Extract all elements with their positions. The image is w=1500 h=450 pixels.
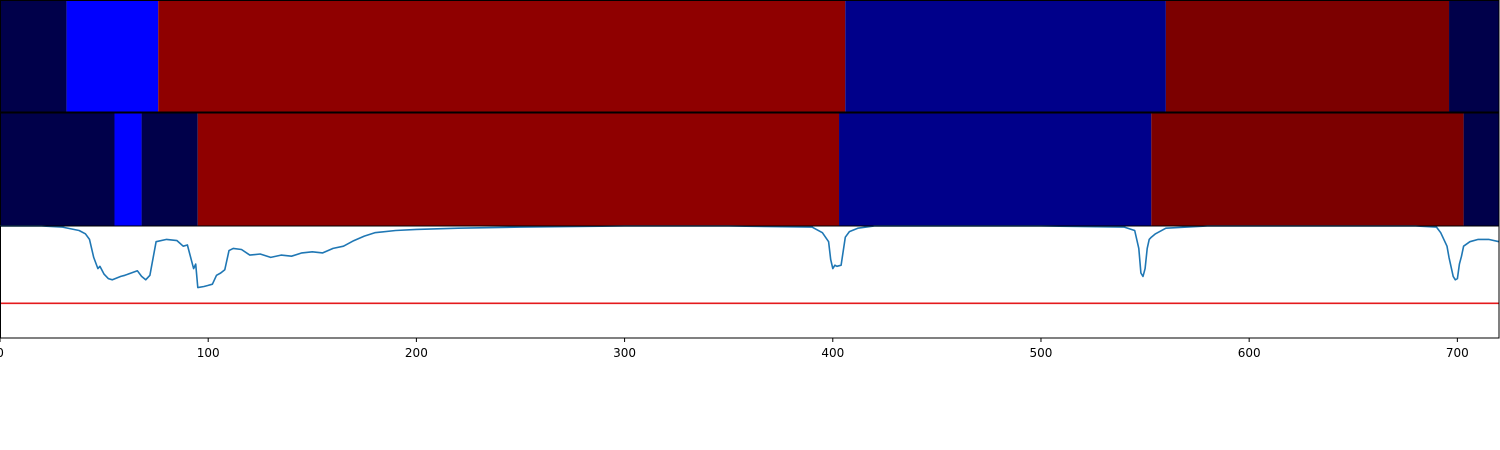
x-tick-label-0: 0	[0, 346, 4, 360]
x-tick-label-200: 200	[405, 346, 428, 360]
x-tick-label-300: 300	[613, 346, 636, 360]
segment-1-4	[845, 0, 1166, 112]
x-tick-label-500: 500	[1030, 346, 1053, 360]
panel-frame-3	[0, 225, 1500, 339]
x-tick-label-400: 400	[821, 346, 844, 360]
segment-1-5	[1165, 0, 1450, 112]
panel-frame-1	[0, 0, 1500, 113]
x-tick-label-600: 600	[1238, 346, 1261, 360]
segment-1-2	[66, 0, 159, 112]
segment-1-3	[158, 0, 846, 112]
segment-2-7	[1463, 113, 1499, 226]
signal-background	[0, 226, 1499, 338]
segment-panel-1	[0, 0, 1500, 113]
segment-2-3	[141, 113, 198, 226]
segment-1-6	[1449, 0, 1499, 112]
segment-2-5	[839, 113, 1152, 226]
x-tick-label-700: 700	[1446, 346, 1469, 360]
segment-panel-2	[0, 112, 1500, 227]
x-tick-label-100: 100	[197, 346, 220, 360]
segment-1-1	[0, 0, 67, 112]
signal-panel	[0, 225, 1500, 339]
segment-2-6	[1151, 113, 1464, 226]
segment-2-1	[0, 113, 115, 226]
segment-2-2	[114, 113, 142, 226]
x-axis: 0 100 200 300 400 500 600 700	[0, 338, 1469, 360]
segment-2-4	[197, 113, 840, 226]
